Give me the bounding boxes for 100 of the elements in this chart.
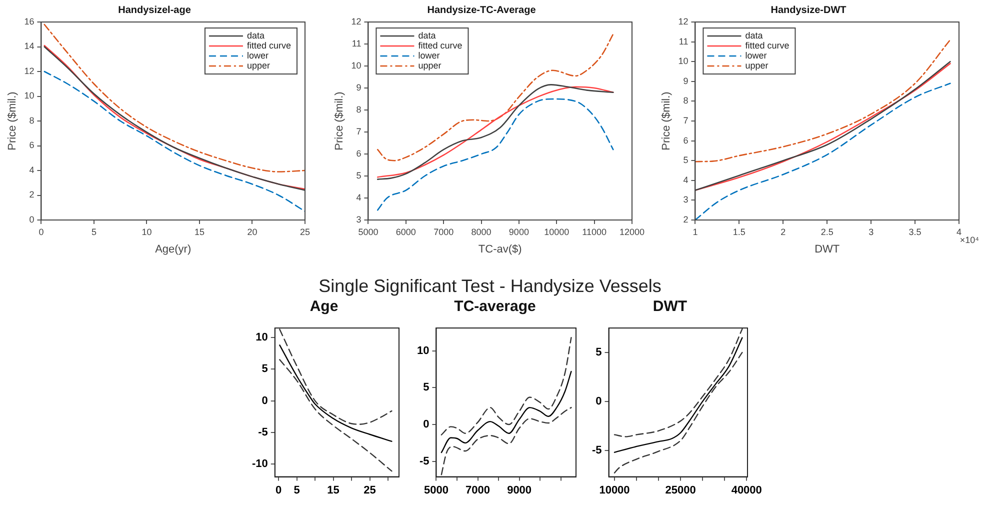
text: ×10⁴ bbox=[960, 234, 980, 245]
chart-title: TC-average bbox=[454, 298, 536, 316]
legend-label: data bbox=[418, 30, 436, 40]
y-tick-label: 4 bbox=[683, 174, 688, 185]
chart-title: DWT bbox=[652, 298, 688, 316]
y-tick-label: 10 bbox=[24, 90, 34, 101]
y-tick-label: -5 bbox=[592, 444, 602, 456]
y-axis-title: Price ($mil.) bbox=[6, 92, 19, 150]
line-series bbox=[614, 352, 743, 474]
x-tick-label: 5 bbox=[294, 484, 300, 496]
legend-label: lower bbox=[246, 50, 268, 60]
y-tick-label: 10 bbox=[416, 344, 430, 357]
y-axis-title: Price ($mil.) bbox=[334, 92, 346, 150]
y-tick-label: 5 bbox=[262, 363, 268, 376]
y-tick-label: 9 bbox=[683, 76, 688, 86]
line-series bbox=[376, 33, 614, 162]
y-tick-label: 8 bbox=[683, 96, 688, 106]
y-tick-label: 8 bbox=[356, 104, 362, 114]
x-tick-label: 4 bbox=[956, 226, 962, 237]
y-tick-label: 12 bbox=[351, 16, 362, 26]
y-tick-label: 12 bbox=[24, 66, 34, 76]
line-series bbox=[44, 70, 305, 212]
x-tick-label: 25 bbox=[300, 226, 310, 237]
x-tick-label: 15 bbox=[327, 484, 340, 496]
x-tick-label: 9000 bbox=[507, 484, 532, 496]
x-tick-label: 10 bbox=[142, 226, 152, 237]
y-tick-label: 7 bbox=[356, 126, 362, 136]
y-tick-label: 10 bbox=[678, 56, 688, 66]
line-series bbox=[440, 406, 572, 476]
legend-label: fitted curve bbox=[246, 40, 292, 50]
y-tick-label: -10 bbox=[252, 458, 268, 470]
y-tick-label: 10 bbox=[256, 332, 268, 344]
line-series bbox=[279, 344, 392, 442]
y-tick-label: -5 bbox=[258, 426, 268, 439]
x-tick-label: 7000 bbox=[434, 226, 454, 237]
x-tick-label: 10000 bbox=[599, 484, 630, 496]
y-tick-label: 7 bbox=[683, 115, 688, 126]
legend-label: data bbox=[745, 30, 763, 40]
x-tick-label: 10000 bbox=[544, 226, 570, 237]
legend-label: lower bbox=[418, 50, 440, 60]
line-series bbox=[279, 359, 392, 472]
line-series bbox=[279, 328, 392, 425]
x-axis-title: DWT bbox=[814, 243, 840, 256]
line-series bbox=[440, 336, 572, 436]
line-series bbox=[695, 82, 951, 220]
x-tick-label: 5000 bbox=[424, 484, 448, 496]
y-tick-label: 11 bbox=[352, 38, 362, 48]
x-tick-label: 0 bbox=[38, 226, 44, 237]
x-tick-label: 20 bbox=[247, 226, 258, 237]
x-tick-label: 40000 bbox=[731, 484, 762, 496]
chart-title: Age bbox=[310, 298, 338, 316]
x-tick-label: 5 bbox=[91, 226, 96, 237]
y-tick-label: 3 bbox=[356, 214, 362, 224]
y-tick-label: 6 bbox=[683, 135, 688, 146]
line-series bbox=[376, 98, 614, 211]
y-tick-label: 16 bbox=[24, 16, 34, 26]
x-tick-label: 1 bbox=[692, 226, 698, 237]
x-tick-label: 11000 bbox=[582, 226, 606, 237]
chart-title: Handysize-DWT bbox=[770, 4, 846, 16]
legend-label: upper bbox=[418, 60, 442, 70]
y-tick-label: 5 bbox=[356, 170, 362, 180]
y-tick-label: 0 bbox=[262, 394, 268, 407]
y-tick-label: 12 bbox=[678, 16, 688, 26]
line-series bbox=[614, 337, 743, 453]
chart-title: Handysizel-age bbox=[118, 4, 192, 16]
y-tick-label: 6 bbox=[356, 148, 362, 158]
x-tick-label: 8000 bbox=[471, 226, 492, 237]
line-series bbox=[440, 370, 572, 454]
y-tick-label: 0 bbox=[423, 418, 430, 431]
legend-label: upper bbox=[745, 60, 768, 70]
line-series bbox=[695, 39, 951, 162]
y-tick-label: 4 bbox=[29, 164, 34, 175]
x-tick-label: 7000 bbox=[466, 484, 490, 496]
legend-label: lower bbox=[745, 50, 767, 60]
legend-label: fitted curve bbox=[745, 40, 790, 50]
y-tick-label: 6 bbox=[29, 140, 34, 150]
y-tick-label: 5 bbox=[423, 382, 430, 394]
line-series bbox=[614, 328, 743, 438]
x-tick-label: 1.5 bbox=[732, 226, 746, 237]
y-tick-label: 5 bbox=[596, 346, 602, 359]
x-axis-title: TC-av($) bbox=[478, 243, 522, 256]
y-tick-label: 14 bbox=[24, 41, 34, 52]
x-tick-label: 12000 bbox=[619, 226, 645, 237]
x-tick-label: 2.5 bbox=[820, 226, 834, 237]
x-tick-label: 2 bbox=[780, 226, 786, 237]
legend-label: fitted curve bbox=[418, 40, 462, 50]
x-tick-label: 5000 bbox=[358, 226, 378, 237]
legend-label: upper bbox=[246, 60, 270, 70]
y-tick-label: 9 bbox=[356, 82, 362, 92]
y-tick-label: 5 bbox=[683, 155, 688, 166]
x-tick-label: 25000 bbox=[665, 484, 696, 496]
y-axis-title: Price ($mil.) bbox=[660, 92, 673, 150]
y-tick-label: 2 bbox=[683, 214, 688, 224]
y-tick-label: 10 bbox=[351, 60, 362, 70]
y-tick-label: 3 bbox=[683, 194, 688, 205]
x-tick-label: 6000 bbox=[396, 226, 416, 237]
y-tick-label: 0 bbox=[596, 395, 602, 408]
chart-title: Handysize-TC-Average bbox=[427, 4, 536, 16]
x-tick-label: 3.5 bbox=[908, 226, 922, 237]
y-tick-label: 11 bbox=[678, 36, 688, 46]
